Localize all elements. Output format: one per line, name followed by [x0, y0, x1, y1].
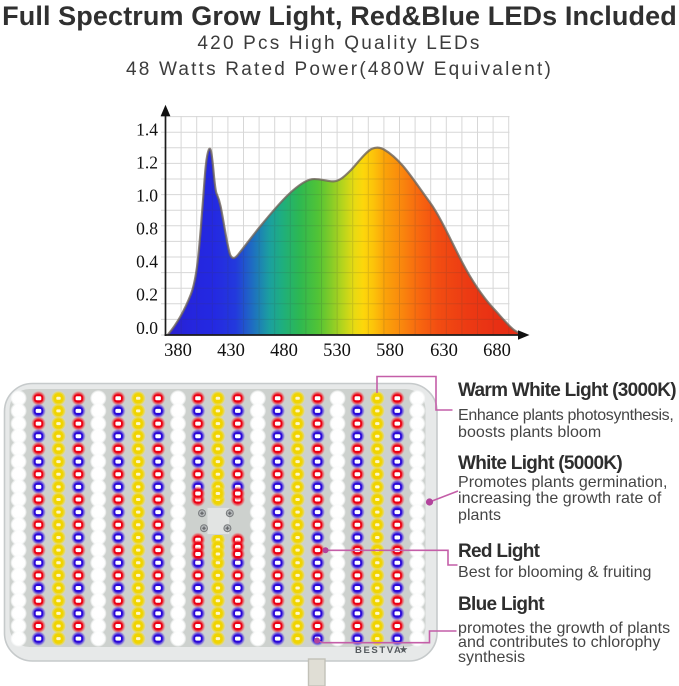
svg-text:680: 680 [483, 341, 511, 361]
svg-text:530: 530 [323, 341, 351, 361]
svg-text:1.2: 1.2 [136, 153, 158, 173]
svg-text:0.8: 0.8 [136, 219, 158, 239]
svg-text:480: 480 [270, 341, 298, 361]
svg-text:430: 430 [217, 341, 245, 361]
svg-text:1.0: 1.0 [136, 186, 158, 206]
svg-text:580: 580 [376, 341, 404, 361]
svg-text:380: 380 [164, 341, 192, 361]
svg-text:1.4: 1.4 [136, 120, 158, 140]
svg-text:0.2: 0.2 [136, 285, 158, 305]
svg-text:0.4: 0.4 [136, 252, 158, 272]
svg-text:0.0: 0.0 [136, 318, 158, 338]
svg-text:BESTVA: BESTVA [355, 645, 402, 656]
svg-text:630: 630 [430, 341, 458, 361]
